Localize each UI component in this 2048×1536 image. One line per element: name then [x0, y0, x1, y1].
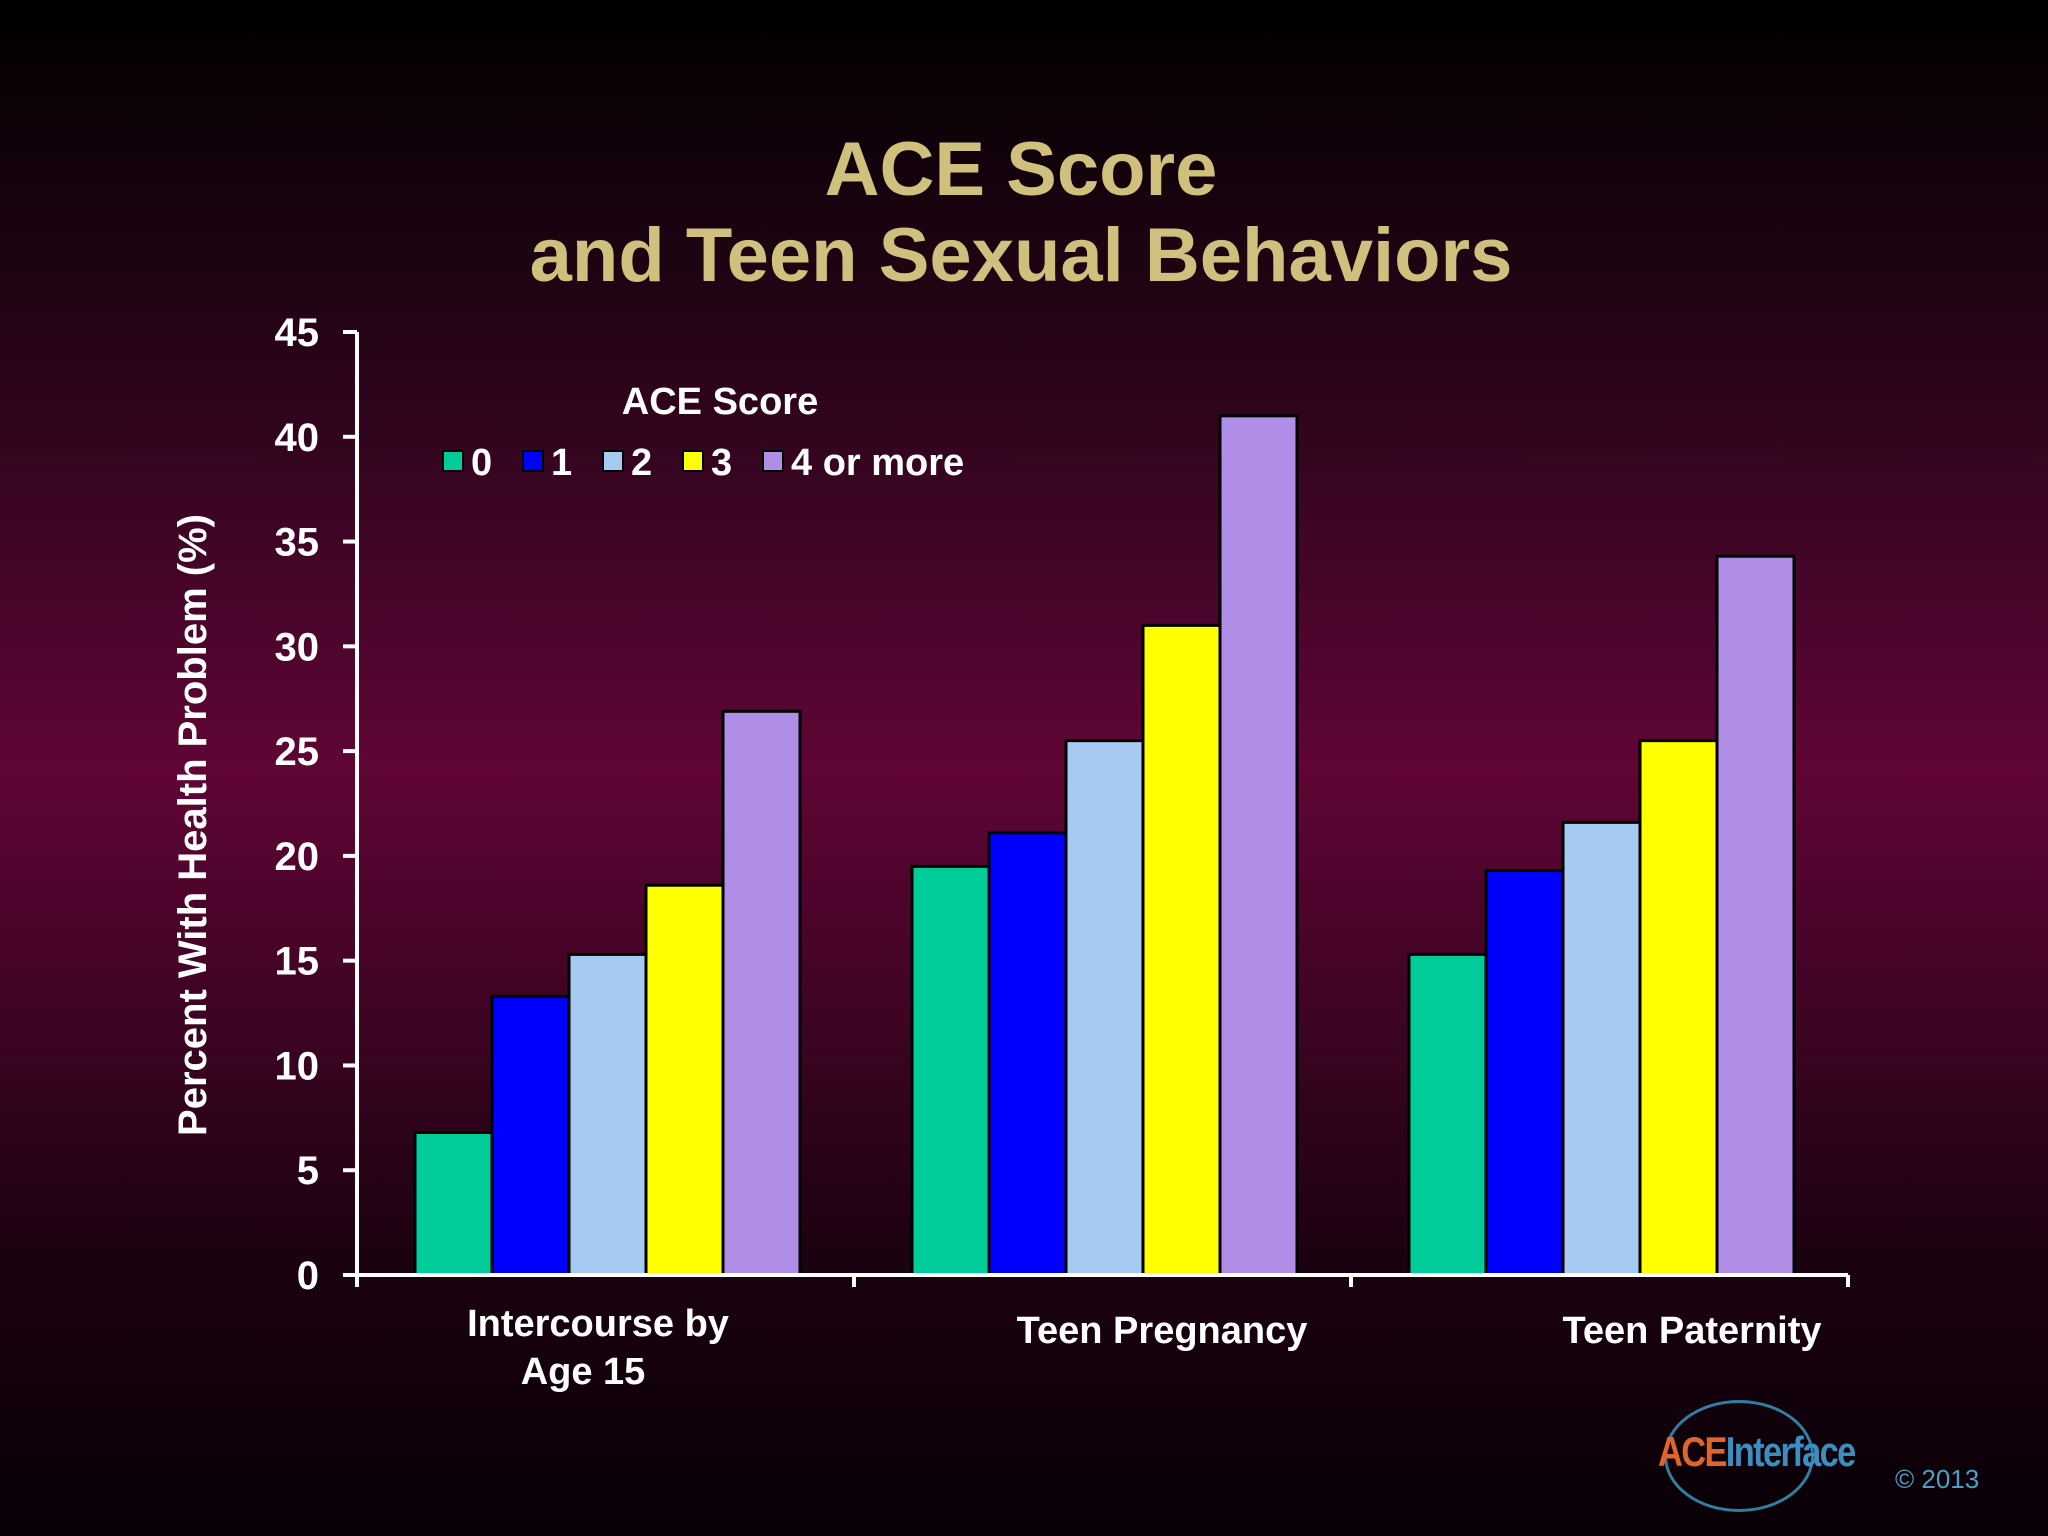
legend-swatch-0: [442, 450, 464, 472]
bars-layer: [413, 414, 1796, 1277]
y-tick-label-20: 20: [275, 835, 320, 879]
y-tick-label-40: 40: [275, 416, 320, 460]
y-tick-label-10: 10: [275, 1044, 320, 1088]
bar-2-series-0: [1407, 952, 1488, 1277]
x-category-label-2: Teen Paternity: [1562, 1310, 1821, 1352]
chart-title: ACE Score: [824, 127, 1218, 212]
legend-swatch-3: [682, 450, 704, 472]
bar-2-series-3: [1638, 739, 1719, 1277]
legend-title: ACE Score: [622, 381, 818, 423]
bar-1-series-0: [910, 864, 991, 1277]
bar-0-series-2: [567, 952, 648, 1277]
bar-1-series-3: [1141, 623, 1222, 1277]
y-tick-label-35: 35: [275, 521, 320, 565]
chart-subtitle: and Teen Sexual Behaviors: [529, 213, 1513, 298]
y-tick-label-25: 25: [275, 730, 320, 774]
bar-1-series-4: [1218, 414, 1299, 1277]
bar-2-series-1: [1484, 869, 1565, 1277]
logo-interface-text: Interface: [1725, 1428, 1856, 1475]
bar-0-series-4: [721, 709, 802, 1277]
bar-2-series-2: [1561, 820, 1642, 1277]
ace-interface-logo: ACEInterface: [1652, 1398, 1892, 1518]
y-axis-label: Percent With Health Problem (%): [171, 514, 215, 1136]
logo-ring-icon: [1664, 1400, 1814, 1512]
copyright-notice: © 2013: [1895, 1464, 1980, 1494]
chart-legend: ACE Score 0 1 2 3 4 or more: [442, 381, 964, 484]
legend-swatch-4: [762, 450, 784, 472]
legend-label-0: 0: [471, 442, 492, 484]
legend-label-3: 3: [711, 442, 732, 484]
legend-swatch-1: [522, 450, 544, 472]
bar-0-series-3: [644, 883, 725, 1277]
y-tick-label-0: 0: [297, 1254, 319, 1298]
y-tick-label-5: 5: [297, 1149, 319, 1193]
x-category-label-0: Intercourse by Age 15: [467, 1303, 729, 1393]
y-tick-label-30: 30: [275, 625, 320, 669]
x-category-label-1: Teen Pregnancy: [1017, 1310, 1308, 1352]
bar-2-series-4: [1715, 554, 1796, 1277]
legend-label-2: 2: [631, 442, 652, 484]
y-tick-label-45: 45: [275, 311, 320, 355]
legend-label-1: 1: [551, 442, 572, 484]
bar-0-series-0: [413, 1131, 494, 1277]
bar-1-series-1: [987, 831, 1068, 1277]
bar-1-series-2: [1064, 739, 1145, 1277]
y-tick-label-15: 15: [275, 940, 320, 984]
bar-0-series-1: [490, 994, 571, 1277]
legend-label-4: 4 or more: [791, 442, 964, 484]
logo-ace-text: ACE: [1658, 1428, 1727, 1475]
legend-swatch-2: [602, 450, 624, 472]
